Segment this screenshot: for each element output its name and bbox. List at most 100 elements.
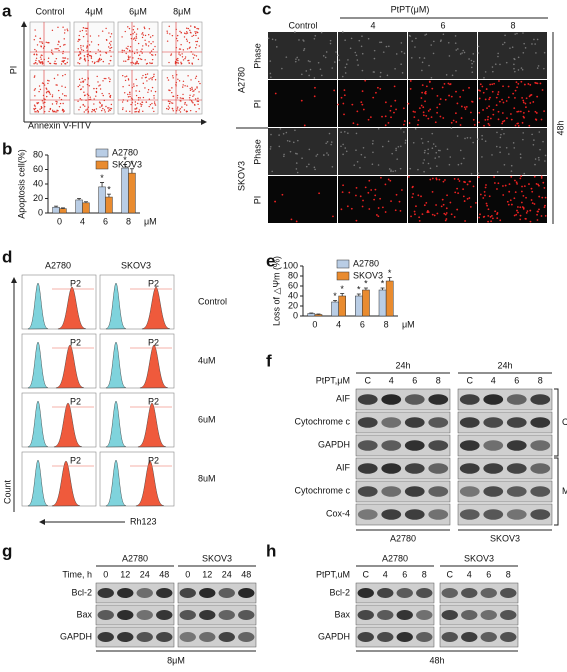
event-dot <box>175 28 177 31</box>
event-dot <box>135 35 137 38</box>
pi-signal <box>489 96 491 99</box>
event-dot <box>140 58 143 61</box>
row-label: Bax <box>334 609 350 619</box>
pi-signal <box>538 184 540 187</box>
event-dot <box>129 110 131 113</box>
blot-band <box>530 509 551 520</box>
cell-speck <box>469 137 472 139</box>
blot-band <box>136 588 153 598</box>
pi-signal <box>428 81 431 83</box>
blot-band <box>97 588 114 598</box>
pi-signal <box>364 186 367 189</box>
event-dot <box>140 105 142 107</box>
blot-band <box>530 463 551 474</box>
event-dot <box>48 110 50 113</box>
event-dot <box>110 40 112 43</box>
bar <box>75 199 83 214</box>
pi-signal <box>502 85 504 88</box>
event-dot <box>129 95 131 98</box>
pi-signal <box>410 215 412 218</box>
event-dot <box>59 102 62 105</box>
blot-band <box>199 588 216 598</box>
event-dot <box>144 39 146 41</box>
cell-speck <box>289 150 292 153</box>
cell-speck <box>494 63 497 65</box>
pi-signal <box>456 187 459 190</box>
event-dot <box>84 59 86 61</box>
pi-signal <box>485 184 487 186</box>
sample-peak <box>51 460 81 507</box>
lane-label: 4 <box>491 375 496 385</box>
event-dot <box>109 49 111 52</box>
pi-signal <box>274 200 276 203</box>
pi-signal <box>425 115 428 117</box>
pi-signal <box>377 215 380 218</box>
event-dot <box>79 52 81 54</box>
cell-speck <box>372 140 374 142</box>
event-dot <box>186 32 189 34</box>
pi-signal <box>494 210 497 213</box>
event-dot <box>101 92 103 95</box>
pi-signal <box>520 80 523 83</box>
blot-band <box>396 588 413 598</box>
event-dot <box>99 102 102 104</box>
pi-signal <box>421 213 424 215</box>
cell-speck <box>371 142 374 145</box>
cell-speck <box>412 141 415 144</box>
cell-speck <box>349 47 352 50</box>
event-dot <box>63 60 65 62</box>
pi-signal <box>481 85 484 88</box>
cell-speck <box>308 148 311 151</box>
cell-speck <box>394 67 396 70</box>
event-dot <box>98 101 101 103</box>
cell-speck <box>296 171 299 174</box>
blot-band <box>381 417 402 428</box>
event-dot <box>184 85 186 87</box>
pi-signal <box>522 195 525 197</box>
event-dot <box>102 94 104 97</box>
event-dot <box>36 63 38 65</box>
pi-signal <box>436 106 439 109</box>
blot-band <box>377 632 394 642</box>
error-bar <box>106 193 111 198</box>
cell-speck <box>399 167 402 170</box>
blot-band <box>238 610 255 620</box>
event-dot <box>97 81 99 83</box>
pi-signal <box>414 213 416 216</box>
event-dot <box>95 108 98 110</box>
blot-band <box>428 509 449 520</box>
pi-signal <box>375 91 377 94</box>
cell-speck <box>503 163 506 166</box>
lane-label: 4 <box>389 375 394 385</box>
cell-speck <box>470 173 473 175</box>
event-dot <box>103 77 106 80</box>
pi-signal <box>441 86 444 89</box>
pi-signal <box>506 117 508 120</box>
pi-signal <box>510 118 513 121</box>
event-dot <box>166 77 169 79</box>
cell-speck <box>513 63 515 66</box>
cell-speck <box>325 51 328 53</box>
cell-speck <box>361 52 364 55</box>
pi-signal <box>379 87 382 90</box>
event-dot <box>82 45 84 47</box>
blot-band <box>404 509 425 520</box>
blot-band <box>404 394 425 405</box>
event-dot <box>186 48 189 50</box>
cell-speck <box>385 45 388 48</box>
pi-signal <box>443 82 446 85</box>
pi-signal <box>431 213 434 216</box>
event-dot <box>125 75 128 77</box>
pi-signal <box>438 178 441 181</box>
pi-signal <box>355 219 358 222</box>
blot-band <box>238 588 255 598</box>
event-dot <box>88 98 90 101</box>
event-dot <box>168 102 171 105</box>
event-dot <box>101 105 103 107</box>
event-dot <box>34 107 37 110</box>
event-dot <box>169 100 171 103</box>
cell-speck <box>537 156 540 159</box>
pi-signal <box>520 190 523 193</box>
cell-speck <box>294 129 296 132</box>
pi-signal <box>527 83 530 85</box>
